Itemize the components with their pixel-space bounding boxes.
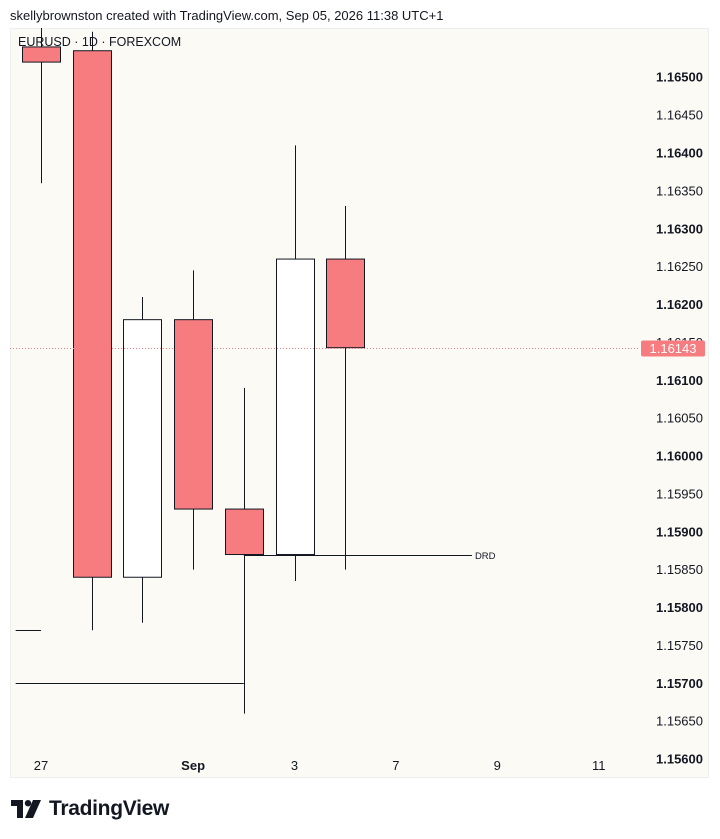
bullish-candle[interactable] [276,258,315,556]
bearish-candle[interactable] [22,46,61,63]
bearish-candle[interactable] [174,319,213,510]
price-axis-label: 1.15950 [656,486,703,501]
bearish-candle[interactable] [225,508,264,556]
price-axis-label: 1.16250 [656,259,703,274]
candlestick-chart[interactable]: DRD 1.16500 1.16450 1.16400 1.16350 1.16300 1.… [10,28,709,778]
bearish-candle[interactable] [73,50,112,578]
price-axis-label: 1.16050 [656,411,703,426]
price-axis-label: 1.16450 [656,108,703,123]
tradingview-logo[interactable]: TradingView [11,797,169,821]
time-axis-label: 11 [592,758,606,773]
last-price-label: 1.16143 [650,341,697,356]
price-axis-label: 1.16350 [656,183,703,198]
price-axis-label: 1.15750 [656,638,703,653]
time-axis-label: 27 [34,758,48,773]
price-axis-label: 1.15800 [656,600,703,615]
time-axis-label: 9 [494,758,501,773]
price-axis-label: 1.16400 [656,146,703,161]
price-axis-label: 1.16000 [656,449,703,464]
price-axis-label: 1.15850 [656,562,703,577]
time-axis-label: Sep [181,758,205,773]
price-axis-label: 1.15700 [656,676,703,691]
tradingview-logo-text: TradingView [49,797,170,820]
last-price-badge[interactable] [641,340,705,357]
price-axis-label: 1.16500 [656,70,703,85]
bullish-candle[interactable] [123,319,162,578]
chart-attribution: skellybrownston created with TradingView… [10,8,444,23]
price-axis-label: 1.15900 [656,524,703,539]
bearish-candle[interactable] [326,258,365,349]
price-axis-label: 1.15600 [656,752,703,767]
level-label: DRD [475,551,496,562]
symbol-legend[interactable]: EURUSD · 1D · FOREXCOM [18,35,182,49]
price-axis-label: 1.16300 [656,221,703,236]
price-axis-label: 1.15650 [656,714,703,729]
time-axis-label: 3 [291,758,298,773]
price-axis-label: 1.16100 [656,373,703,388]
time-axis-label: 7 [392,758,399,773]
tradingview-logo-icon [11,800,41,818]
price-axis-label: 1.16200 [656,297,703,312]
